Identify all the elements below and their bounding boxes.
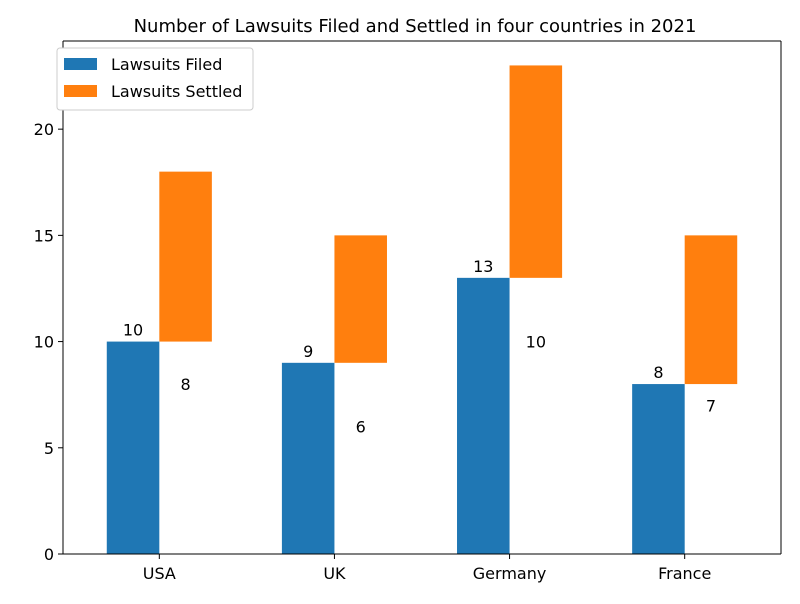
bar-lawsuits-settled-usa	[159, 171, 212, 342]
y-tick-label-5: 5	[44, 439, 54, 458]
data-label-lawsuits-settled-germany: 10	[526, 333, 546, 352]
x-tick-label-germany: Germany	[473, 564, 547, 583]
x-tick-label-usa: USA	[143, 564, 176, 583]
legend-swatch-lawsuits-settled	[64, 85, 97, 97]
y-tick-label-20: 20	[34, 120, 54, 139]
bar-lawsuits-settled-france	[684, 235, 738, 385]
data-label-lawsuits-settled-uk: 6	[356, 418, 366, 437]
bar-lawsuits-filed-germany	[457, 277, 510, 554]
chart-title: Number of Lawsuits Filed and Settled in …	[134, 16, 697, 37]
plot-area: 10 9 13 8 8 6 10 7 0 5 10 15 20 USA UK Germany France	[34, 40, 782, 583]
legend: Lawsuits Filed Lawsuits Settled	[56, 47, 254, 111]
legend-label-lawsuits-filed: Lawsuits Filed	[111, 55, 222, 74]
bar-lawsuits-filed-usa	[106, 341, 160, 554]
y-tick-label-0: 0	[44, 545, 54, 564]
data-label-lawsuits-filed-uk: 9	[303, 342, 313, 361]
data-label-lawsuits-filed-usa: 10	[123, 321, 143, 340]
bar-lawsuits-settled-uk	[334, 235, 387, 363]
bar-lawsuits-settled-germany	[509, 65, 563, 278]
bar-lawsuits-filed-uk	[281, 362, 335, 554]
legend-label-lawsuits-settled: Lawsuits Settled	[111, 82, 242, 101]
data-label-lawsuits-filed-france: 8	[653, 363, 663, 382]
legend-box	[56, 47, 254, 111]
data-label-lawsuits-settled-france: 7	[706, 396, 716, 415]
data-label-lawsuits-settled-usa: 8	[180, 375, 190, 394]
bar-lawsuits-filed-france	[632, 384, 685, 554]
x-tick-label-uk: UK	[323, 564, 346, 583]
legend-swatch-lawsuits-filed	[64, 58, 97, 70]
x-tick-label-france: France	[658, 564, 711, 583]
data-label-lawsuits-filed-germany: 13	[473, 257, 493, 276]
y-tick-label-10: 10	[34, 333, 54, 352]
y-tick-label-15: 15	[34, 226, 54, 245]
